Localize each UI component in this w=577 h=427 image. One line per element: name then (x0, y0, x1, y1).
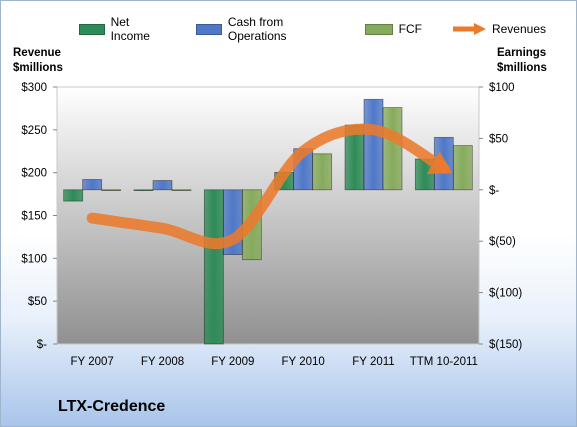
left-tick-label: $250 (21, 125, 47, 137)
category-label: TTM 10-2011 (410, 356, 478, 368)
left-tick-label: $- (37, 339, 47, 351)
category-label: FY 2007 (71, 356, 114, 368)
bar-net-income (63, 189, 84, 202)
legend-arrow-icon (452, 23, 486, 35)
right-tick-label: $50 (489, 133, 508, 145)
left-axis-title: Revenue $millions (13, 46, 63, 76)
chart-legend: Net Income Cash from Operations FCF Reve… (79, 15, 576, 43)
legend-label-fcf: FCF (398, 22, 422, 36)
right-tick-label: $- (489, 185, 499, 197)
legend-item-fcf: FCF (364, 22, 422, 36)
bar-fcf (382, 107, 403, 191)
category-label: FY 2011 (352, 356, 394, 368)
legend-swatch-fcf (364, 23, 393, 35)
right-tick-label: $(50) (489, 236, 516, 248)
bar-fcf (101, 189, 122, 192)
category-label: FY 2008 (141, 356, 184, 368)
legend-label-cash-from-operations: Cash from Operations (227, 15, 287, 43)
legend-label-net-income: Net Income (110, 15, 150, 43)
bar-net-income (133, 189, 154, 192)
category-label: FY 2010 (282, 356, 325, 368)
left-axis-title-line1: Revenue (13, 47, 61, 59)
right-axis-title: Earnings $millions (497, 46, 547, 76)
right-tick-label: $(150) (489, 339, 522, 351)
legend-item-net-income: Net Income (79, 15, 166, 43)
right-tick-label: $(100) (489, 288, 522, 300)
bar-cash-from-operations (363, 98, 384, 191)
legend-item-cash-from-operations: Cash from Operations (196, 15, 334, 43)
left-axis-title-line2: $millions (13, 62, 63, 74)
legend-swatch-net-income (79, 23, 105, 35)
right-tick-label: $100 (489, 82, 515, 94)
plot-area (56, 86, 480, 345)
left-tick-label: $150 (21, 211, 47, 223)
category-label: FY 2009 (211, 356, 254, 368)
right-axis-title-line1: Earnings (497, 47, 547, 59)
revenues-line (86, 123, 450, 250)
bar-cash-from-operations (82, 179, 103, 191)
bar-cash-from-operations (152, 180, 173, 191)
company-title: LTX-Credence (58, 398, 166, 415)
legend-label-revenues: Revenues (491, 22, 546, 36)
bar-fcf (312, 153, 333, 191)
right-axis-title-line2: $millions (497, 62, 547, 74)
left-tick-label: $100 (21, 253, 47, 265)
bar-fcf (171, 189, 192, 192)
bar-fcf (452, 145, 473, 191)
bar-net-income (203, 189, 224, 345)
left-tick-label: $200 (21, 168, 47, 180)
left-tick-label: $50 (28, 296, 47, 308)
legend-swatch-cash-from-operations (196, 23, 222, 35)
legend-item-revenues: Revenues (452, 22, 546, 36)
revenues-arrowhead (427, 151, 453, 175)
left-tick-label: $300 (21, 82, 47, 94)
